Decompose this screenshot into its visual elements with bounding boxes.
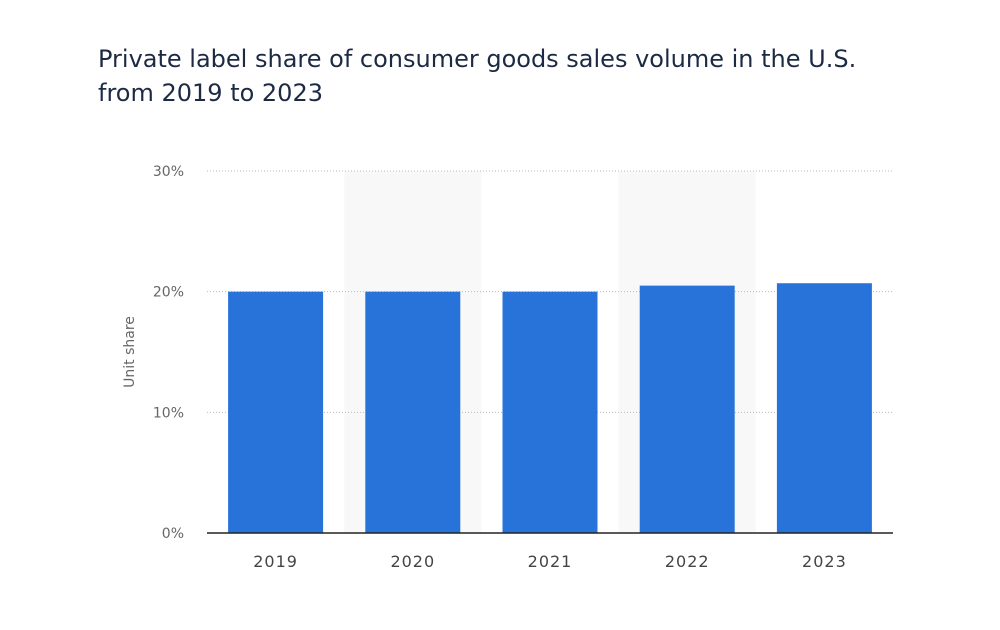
x-tick-label: 2020 [390,552,435,571]
bar-2020 [365,291,461,533]
chart-title: Private label share of consumer goods sa… [98,45,857,107]
bar-2019 [228,291,324,533]
x-tick-label: 2023 [802,552,847,571]
y-tick-label: 10% [153,405,184,421]
x-tick-label: 2019 [253,552,298,571]
y-tick-label: 30% [153,164,184,180]
bar-2021 [502,291,598,533]
x-tick-label: 2022 [665,552,710,571]
bar-2023 [776,283,872,533]
y-axis-label: Unit share [122,316,138,388]
x-tick-label: 2021 [528,552,573,571]
y-tick-label: 20% [153,285,184,301]
bar-2022 [639,285,735,533]
y-tick-label: 0% [162,526,184,542]
